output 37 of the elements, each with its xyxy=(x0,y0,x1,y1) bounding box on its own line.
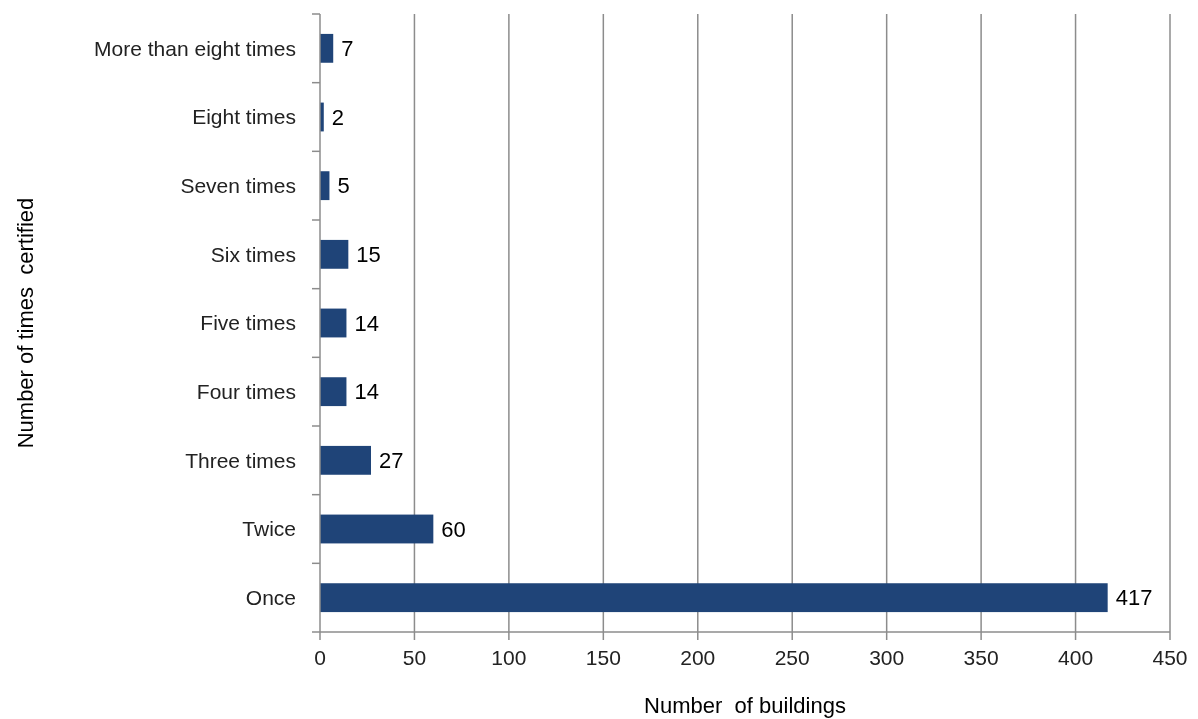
bar xyxy=(320,377,347,407)
y-tick-label: More than eight times xyxy=(94,36,296,60)
x-tick-label: 200 xyxy=(680,646,716,669)
y-tick-label: Eight times xyxy=(192,105,296,129)
y-tick-label: Seven times xyxy=(180,174,296,198)
y-tick-label: Five times xyxy=(200,311,296,335)
bar xyxy=(320,308,347,338)
y-tick-label: Once xyxy=(245,586,296,610)
y-tick-label: Twice xyxy=(242,517,296,541)
x-tick-label: 50 xyxy=(402,646,427,669)
bar xyxy=(320,583,1108,613)
data-label: 14 xyxy=(354,379,379,405)
data-label: 2 xyxy=(331,104,345,130)
y-axis-title: Number of times certified xyxy=(13,197,38,449)
y-tick-label: Six times xyxy=(210,242,296,266)
x-axis-title: Number of buildings xyxy=(644,693,846,718)
bar xyxy=(320,514,434,544)
data-label: 417 xyxy=(1115,585,1153,611)
x-tick-label: 400 xyxy=(1058,646,1094,669)
y-tick-label: Four times xyxy=(196,380,296,404)
bar xyxy=(320,33,334,63)
x-tick-label: 350 xyxy=(963,646,999,669)
bar xyxy=(320,239,349,269)
data-label: 14 xyxy=(354,310,379,336)
data-label: 27 xyxy=(379,448,404,474)
x-tick-label: 450 xyxy=(1152,646,1188,669)
data-label: 15 xyxy=(356,242,381,268)
x-tick-label: 250 xyxy=(774,646,810,669)
data-label: 5 xyxy=(337,173,350,199)
y-tick-label: Three times xyxy=(185,448,296,472)
bar xyxy=(320,445,371,475)
x-tick-label: 150 xyxy=(585,646,621,669)
x-tick-label: 100 xyxy=(491,646,527,669)
data-label: 60 xyxy=(441,516,466,542)
data-label: 7 xyxy=(341,36,354,62)
x-tick-label: 0 xyxy=(314,646,326,669)
x-tick-label: 300 xyxy=(869,646,905,669)
